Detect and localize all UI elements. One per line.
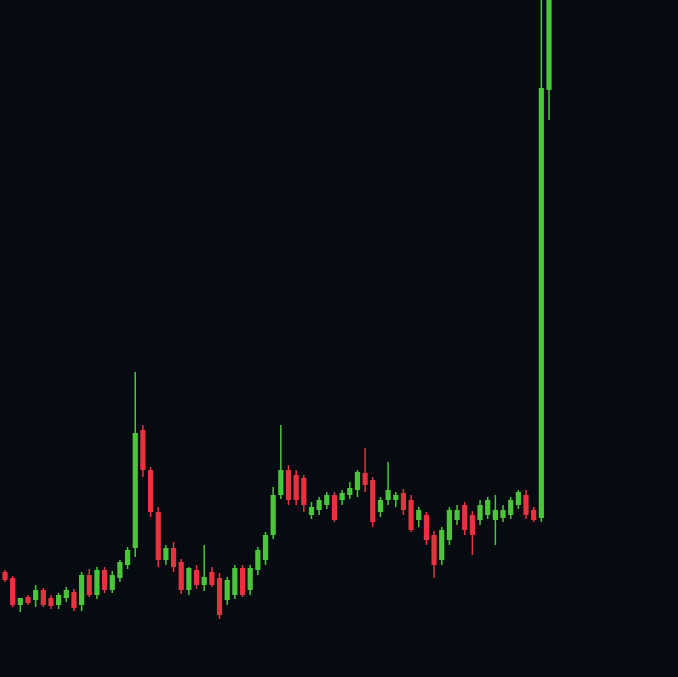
candle-body — [469, 515, 475, 535]
candle-body — [140, 430, 146, 470]
candle-body — [515, 492, 521, 505]
candle-body — [94, 570, 100, 595]
candle-body — [446, 510, 452, 540]
candle-body — [316, 500, 322, 510]
candle-body — [117, 562, 123, 578]
candle-body — [439, 530, 445, 560]
candle-body — [201, 577, 207, 585]
candle-body — [86, 575, 92, 595]
candle-body — [170, 548, 177, 567]
candle-body — [262, 535, 269, 560]
candle-body — [163, 548, 169, 560]
candle-body — [247, 568, 253, 590]
candle-body — [339, 493, 345, 500]
candle-body — [209, 572, 215, 585]
candle-body — [546, 0, 552, 90]
candle-body — [400, 493, 407, 510]
candle-body — [431, 535, 437, 565]
candle-body — [331, 495, 338, 520]
candle-body — [33, 590, 39, 600]
candle-body — [324, 495, 330, 505]
candle-body — [500, 510, 506, 518]
candle-body — [10, 578, 16, 605]
candle-body — [216, 578, 223, 615]
candle-body — [193, 570, 200, 585]
candle-body — [485, 500, 491, 515]
candle-body — [186, 568, 192, 590]
candle-body — [132, 433, 138, 548]
candle-body — [308, 507, 315, 515]
candle-body — [2, 572, 8, 580]
candle-body — [224, 580, 230, 600]
candle-body — [178, 562, 184, 590]
candle-body — [347, 488, 353, 495]
candle-body — [48, 598, 54, 606]
candle-body — [462, 505, 468, 530]
candle-body — [362, 473, 368, 485]
candle-body — [492, 510, 498, 520]
candle-body — [508, 500, 514, 515]
candle-body — [40, 590, 46, 605]
candle-body — [538, 88, 544, 518]
candle-body — [416, 510, 422, 520]
candle-body — [285, 470, 292, 500]
candle-body — [147, 470, 154, 512]
candle-body — [71, 592, 77, 608]
candle-body — [25, 597, 31, 603]
candle-body — [370, 480, 376, 522]
candle-body — [56, 595, 62, 605]
candle-body — [301, 478, 307, 505]
candle-body — [79, 575, 85, 605]
candle-body — [278, 470, 284, 495]
candle-body — [255, 550, 261, 570]
candle-body — [109, 575, 115, 590]
candle-body — [393, 495, 399, 500]
candle-body — [270, 495, 276, 535]
candle-body — [531, 510, 537, 520]
candle-body — [523, 495, 529, 515]
candle-body — [354, 472, 361, 490]
candle-body — [63, 590, 69, 598]
candle-body — [293, 475, 299, 500]
candle-body — [155, 512, 161, 560]
candle-body — [232, 568, 238, 595]
candle-body — [477, 505, 483, 520]
candle-body — [454, 510, 460, 520]
candle-body — [239, 568, 246, 595]
candle-body — [124, 550, 131, 565]
candle-body — [377, 500, 384, 512]
candle-body — [385, 490, 391, 500]
candle-body — [408, 500, 414, 530]
candle-body — [17, 598, 23, 605]
candle-body — [423, 515, 430, 540]
candle-body — [102, 570, 108, 590]
